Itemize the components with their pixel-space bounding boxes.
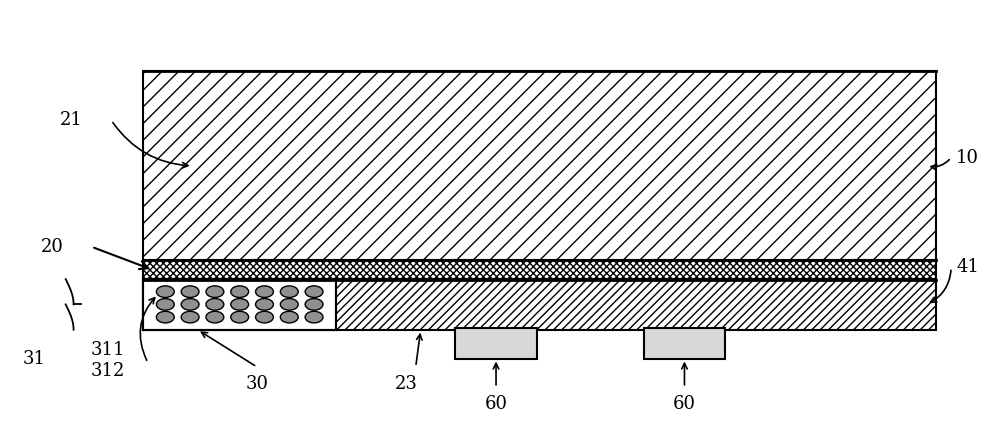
- Ellipse shape: [256, 299, 273, 310]
- Ellipse shape: [256, 311, 273, 323]
- Bar: [143, 260, 936, 280]
- Bar: [143, 279, 336, 330]
- Ellipse shape: [156, 299, 174, 310]
- Ellipse shape: [305, 311, 323, 323]
- Text: 31: 31: [22, 350, 45, 368]
- Ellipse shape: [206, 311, 224, 323]
- Ellipse shape: [280, 286, 298, 297]
- Ellipse shape: [156, 311, 174, 323]
- Ellipse shape: [181, 311, 199, 323]
- Ellipse shape: [305, 286, 323, 297]
- Text: 41: 41: [956, 258, 979, 277]
- Ellipse shape: [256, 286, 273, 297]
- Bar: [143, 279, 336, 330]
- Ellipse shape: [206, 299, 224, 310]
- Ellipse shape: [206, 286, 224, 297]
- Ellipse shape: [280, 311, 298, 323]
- Ellipse shape: [231, 286, 249, 297]
- Text: 30: 30: [246, 375, 269, 393]
- Ellipse shape: [231, 311, 249, 323]
- Text: 23: 23: [394, 375, 417, 393]
- Text: 10: 10: [956, 148, 979, 167]
- Text: 20: 20: [40, 238, 63, 256]
- Ellipse shape: [231, 299, 249, 310]
- Text: 21: 21: [60, 111, 83, 129]
- Ellipse shape: [280, 299, 298, 310]
- Bar: [644, 327, 725, 359]
- Bar: [455, 327, 537, 359]
- Text: 311: 311: [91, 341, 126, 360]
- Text: 60: 60: [485, 396, 508, 413]
- Ellipse shape: [181, 299, 199, 310]
- Text: 60: 60: [673, 396, 696, 413]
- Text: 312: 312: [91, 362, 125, 380]
- Bar: [143, 71, 936, 261]
- Ellipse shape: [305, 299, 323, 310]
- Ellipse shape: [156, 286, 174, 297]
- Ellipse shape: [181, 286, 199, 297]
- Bar: [143, 279, 936, 330]
